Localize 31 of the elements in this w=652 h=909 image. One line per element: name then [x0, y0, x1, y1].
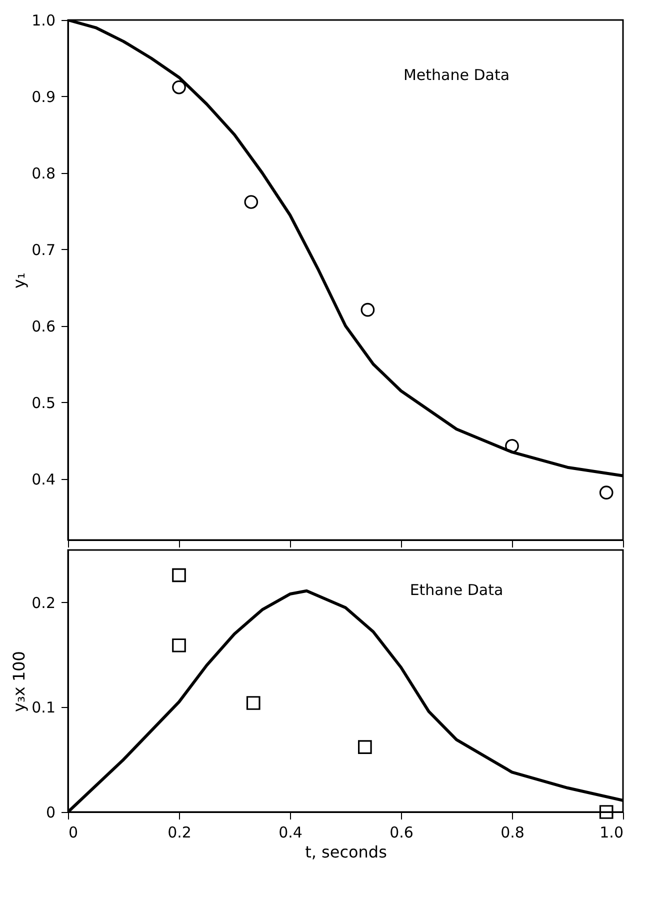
y-tick-label: 0.1 [32, 698, 56, 717]
annotation: Ethane Data [410, 581, 504, 599]
y-axis-title: y₃x 100 [10, 651, 29, 712]
point [599, 805, 614, 819]
x-tick-label: 1.0 [600, 824, 624, 842]
point [244, 195, 258, 209]
x-axis-title: t, seconds [305, 842, 387, 862]
y-tick-label: 0 [46, 804, 56, 822]
x-tick-label: 0.8 [500, 824, 524, 842]
point [172, 638, 186, 652]
y-tick-label: 0.4 [32, 470, 56, 488]
point [172, 568, 186, 582]
y-tick-label: 0.7 [32, 240, 56, 259]
y-tick-label: 0.2 [32, 594, 56, 612]
y-tick-label: 0.8 [32, 164, 56, 182]
point [358, 740, 372, 754]
x-tick-label: 0.6 [390, 824, 414, 842]
y-tick-label: 1.0 [32, 12, 56, 30]
point [360, 302, 375, 317]
y-tick-label: 0.6 [32, 317, 56, 336]
x-tick-label: 0.4 [278, 824, 302, 842]
point [172, 80, 186, 94]
x-tick-label: 0 [68, 824, 78, 842]
x-tick-label: 0.2 [168, 824, 192, 842]
point [246, 696, 260, 710]
y-tick-label: 0.9 [32, 88, 56, 106]
annotation: Methane Data [403, 66, 510, 84]
point [505, 439, 519, 453]
y-tick-label: 0.5 [32, 394, 56, 412]
point [599, 486, 614, 500]
y-axis-title: y₁ [10, 272, 29, 288]
